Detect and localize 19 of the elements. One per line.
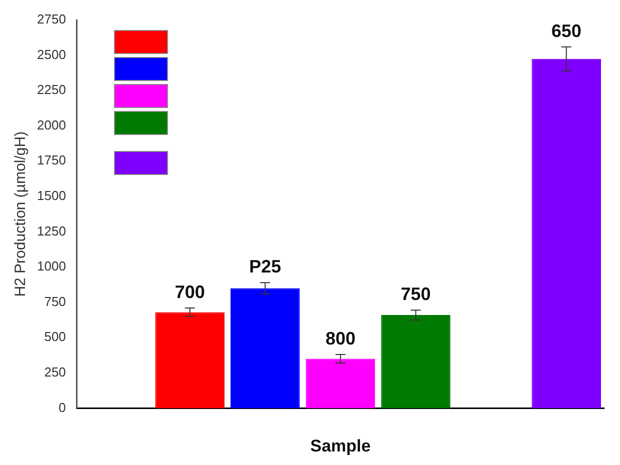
y-tick-label: 2750 [37, 12, 66, 27]
series-label: 650 [551, 20, 582, 41]
y-tick-label: 1000 [37, 258, 66, 274]
y-tick-label: 1750 [37, 152, 66, 168]
y-tick-label: 1500 [37, 188, 66, 204]
series-label: P25 [249, 256, 282, 277]
series-label: 750 [400, 284, 431, 304]
y-tick-label: 2500 [37, 46, 66, 62]
y-tick-label: 500 [44, 329, 66, 344]
y-tick-label: 250 [44, 364, 66, 380]
y-tick-label: 0 [58, 400, 66, 415]
series-label: 800 [325, 328, 356, 349]
y-axis-title: H2 Production (µmol/gH) [12, 131, 30, 297]
y-tick-label: 2000 [37, 117, 66, 132]
series-label: 700 [174, 282, 205, 302]
x-axis-title: Sample [310, 436, 371, 456]
y-tick-label: 2250 [37, 82, 66, 98]
y-tick-label: 750 [44, 294, 66, 309]
y-tick-label: 1250 [37, 223, 66, 238]
